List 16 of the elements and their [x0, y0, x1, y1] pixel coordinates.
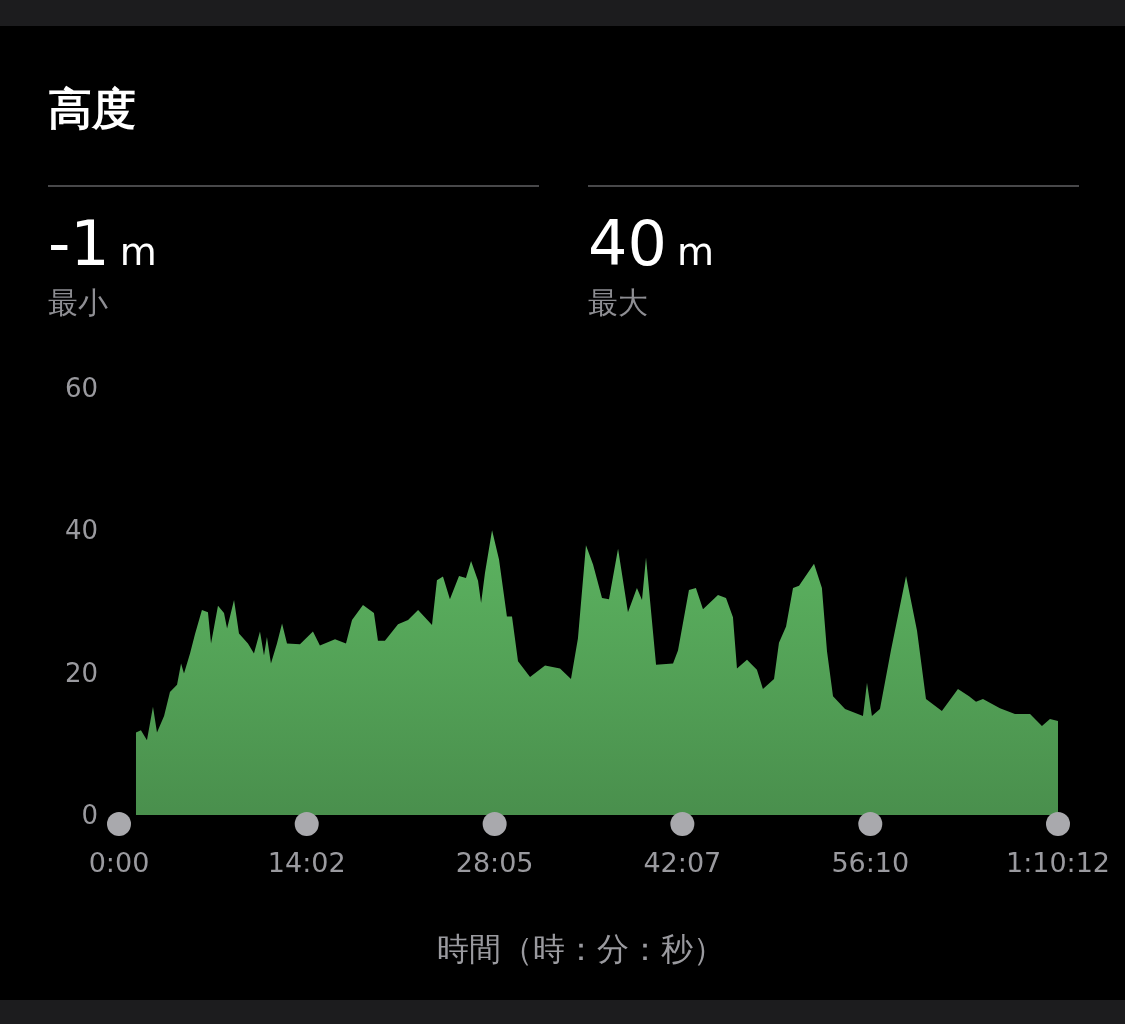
text: -1 m: [48, 207, 157, 280]
y-tick-label: 60: [64, 373, 98, 403]
x-axis-title: 時間（時：分：秒）: [436, 930, 725, 968]
text: 最小: [48, 285, 108, 320]
text: 最大: [588, 285, 648, 320]
y-tick-label: 0: [81, 800, 98, 830]
x-tick-label: 56:10: [831, 847, 910, 878]
text: 40 m: [588, 207, 714, 280]
x-tick-label: 42:07: [643, 847, 722, 878]
x-tick-label: 0:00: [88, 847, 150, 878]
x-tick-label: 28:05: [455, 847, 534, 878]
x-tick-label: 1:10:12: [1005, 847, 1111, 878]
y-tick-label: 20: [64, 657, 98, 688]
y-tick-label: 40: [64, 515, 98, 546]
x-tick-label: 14:02: [267, 847, 346, 878]
chart-title: 高度: [48, 83, 136, 134]
